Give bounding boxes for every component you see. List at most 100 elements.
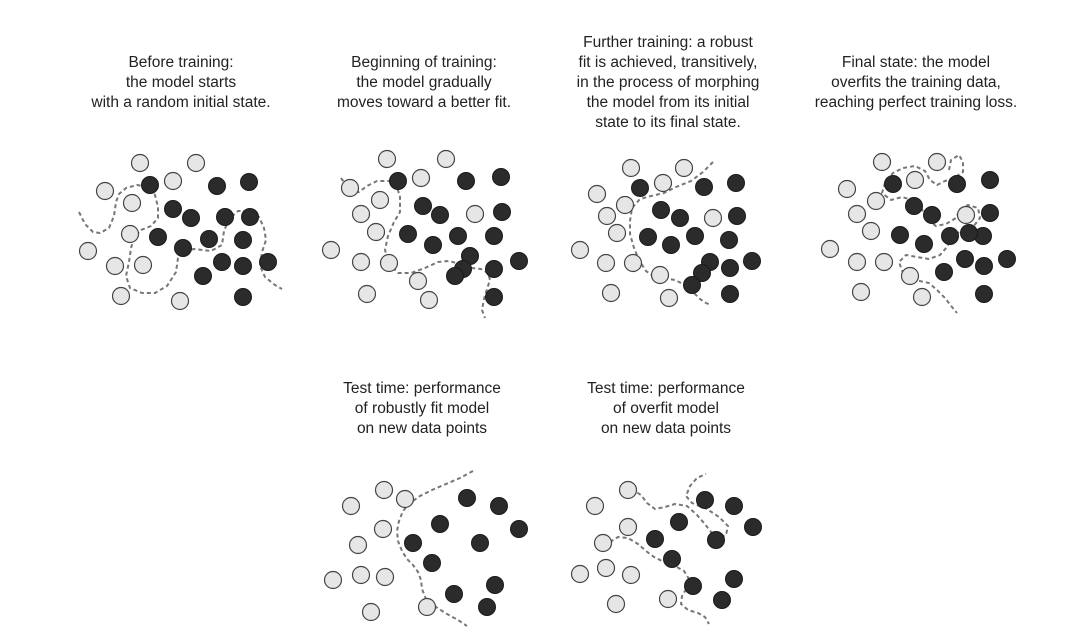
open-data-point bbox=[618, 517, 638, 537]
filled-data-point bbox=[941, 227, 959, 245]
open-data-point bbox=[340, 178, 360, 198]
caption-line: with a random initial state. bbox=[91, 94, 271, 111]
caption-line: fit is achieved, transitively, bbox=[578, 54, 758, 71]
open-data-point bbox=[587, 184, 607, 204]
filled-data-point bbox=[981, 204, 999, 222]
filled-data-point bbox=[485, 227, 503, 245]
caption-line: Before training: bbox=[128, 54, 234, 71]
open-data-point bbox=[436, 149, 456, 169]
caption-line: the model from its initial bbox=[586, 94, 750, 111]
filled-data-point bbox=[141, 176, 159, 194]
open-data-point bbox=[105, 256, 125, 276]
filled-data-point bbox=[915, 235, 933, 253]
filled-data-point bbox=[960, 224, 978, 242]
open-data-point bbox=[321, 240, 341, 260]
open-data-point bbox=[674, 158, 694, 178]
open-data-point bbox=[122, 193, 142, 213]
open-data-point bbox=[703, 208, 723, 228]
open-data-point bbox=[375, 567, 395, 587]
filled-data-point bbox=[743, 252, 761, 270]
filled-data-point bbox=[149, 228, 167, 246]
open-data-point bbox=[861, 221, 881, 241]
filled-data-point bbox=[998, 250, 1016, 268]
open-data-point bbox=[650, 265, 670, 285]
filled-data-point bbox=[423, 554, 441, 572]
filled-data-point bbox=[975, 285, 993, 303]
caption-test-overfit: Test time: performance of overfit model on… bbox=[546, 379, 786, 439]
caption-line: state to its final state. bbox=[595, 114, 741, 131]
caption-final-state: Final state: the model overfits the train… bbox=[796, 53, 1036, 113]
open-data-point bbox=[95, 181, 115, 201]
open-data-point bbox=[607, 223, 627, 243]
caption-line: overfits the training data, bbox=[831, 74, 1001, 91]
open-data-point bbox=[658, 589, 678, 609]
filled-data-point bbox=[234, 231, 252, 249]
filled-data-point bbox=[884, 175, 902, 193]
caption-line: the model starts bbox=[125, 74, 237, 91]
filled-data-point bbox=[414, 197, 432, 215]
filled-data-point bbox=[399, 225, 417, 243]
filled-data-point bbox=[695, 178, 713, 196]
filled-data-point bbox=[234, 257, 252, 275]
open-data-point bbox=[847, 252, 867, 272]
open-data-point bbox=[606, 594, 626, 614]
open-data-point bbox=[130, 153, 150, 173]
open-data-point bbox=[348, 535, 368, 555]
filled-data-point bbox=[492, 168, 510, 186]
filled-data-point bbox=[259, 253, 277, 271]
filled-data-point bbox=[725, 570, 743, 588]
filled-data-point bbox=[662, 236, 680, 254]
open-data-point bbox=[601, 283, 621, 303]
open-data-point bbox=[851, 282, 871, 302]
open-data-point bbox=[417, 597, 437, 617]
caption-further-training: Further training: a robust fit is achieve… bbox=[548, 33, 788, 133]
filled-data-point bbox=[652, 201, 670, 219]
open-data-point bbox=[377, 149, 397, 169]
filled-data-point bbox=[449, 227, 467, 245]
open-data-point bbox=[163, 171, 183, 191]
filled-data-point bbox=[194, 267, 212, 285]
filled-data-point bbox=[639, 228, 657, 246]
open-data-point bbox=[186, 153, 206, 173]
decision-boundary bbox=[78, 184, 283, 294]
filled-data-point bbox=[431, 515, 449, 533]
filled-data-point bbox=[975, 257, 993, 275]
filled-data-point bbox=[200, 230, 218, 248]
filled-data-point bbox=[683, 276, 701, 294]
open-data-point bbox=[408, 271, 428, 291]
open-data-point bbox=[621, 565, 641, 585]
open-data-point bbox=[900, 266, 920, 286]
open-data-point bbox=[623, 253, 643, 273]
open-data-point bbox=[912, 287, 932, 307]
filled-data-point bbox=[935, 263, 953, 281]
filled-data-point bbox=[721, 285, 739, 303]
filled-data-point bbox=[671, 209, 689, 227]
filled-data-point bbox=[713, 591, 731, 609]
filled-data-point bbox=[510, 252, 528, 270]
filled-data-point bbox=[744, 518, 762, 536]
filled-data-point bbox=[720, 231, 738, 249]
filled-data-point bbox=[241, 208, 259, 226]
open-data-point bbox=[351, 204, 371, 224]
open-data-point bbox=[570, 240, 590, 260]
caption-line: Further training: a robust bbox=[583, 34, 753, 51]
open-data-point bbox=[596, 558, 616, 578]
panel-final-state bbox=[820, 152, 1016, 314]
filled-data-point bbox=[948, 175, 966, 193]
panel-test-robust bbox=[323, 470, 528, 627]
caption-test-robust: Test time: performance of robustly fit mo… bbox=[302, 379, 542, 439]
open-data-point bbox=[874, 252, 894, 272]
open-data-point bbox=[370, 190, 390, 210]
open-data-point bbox=[593, 533, 613, 553]
open-data-point bbox=[905, 170, 925, 190]
caption-before-training: Before training: the model starts with a r… bbox=[61, 53, 301, 113]
open-data-point bbox=[621, 158, 641, 178]
filled-data-point bbox=[631, 179, 649, 197]
caption-line: Test time: performance bbox=[343, 380, 501, 397]
panel-before-training bbox=[78, 153, 283, 311]
open-data-point bbox=[351, 565, 371, 585]
open-data-point bbox=[361, 602, 381, 622]
filled-data-point bbox=[389, 172, 407, 190]
open-data-point bbox=[374, 480, 394, 500]
filled-data-point bbox=[510, 520, 528, 538]
